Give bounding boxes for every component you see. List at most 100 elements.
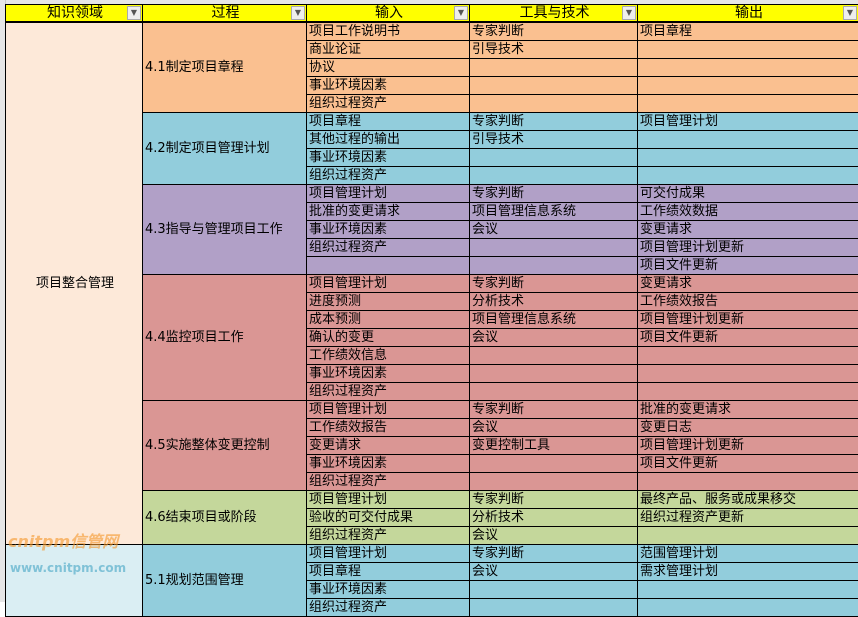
output-cell[interactable] bbox=[637, 472, 858, 491]
filter-dropdown-icon[interactable]: ▼ bbox=[622, 6, 636, 20]
output-cell[interactable] bbox=[637, 130, 858, 149]
input-cell[interactable]: 成本预测 bbox=[306, 310, 470, 329]
output-cell[interactable]: 项目文件更新 bbox=[637, 328, 858, 347]
input-cell[interactable]: 组织过程资产 bbox=[306, 382, 470, 401]
tool-cell[interactable] bbox=[469, 454, 638, 473]
tool-cell[interactable]: 专家判断 bbox=[469, 112, 638, 131]
process-cell[interactable]: 4.1制定项目章程 bbox=[142, 22, 307, 113]
tool-cell[interactable]: 会议 bbox=[469, 526, 638, 545]
output-cell[interactable]: 可交付成果 bbox=[637, 184, 858, 203]
output-cell[interactable]: 项目文件更新 bbox=[637, 256, 858, 275]
filter-dropdown-icon[interactable]: ▼ bbox=[454, 6, 468, 20]
output-cell[interactable]: 项目管理计划更新 bbox=[637, 310, 858, 329]
filter-dropdown-icon[interactable]: ▼ bbox=[843, 6, 857, 20]
input-cell[interactable]: 项目管理计划 bbox=[306, 400, 470, 419]
tool-cell[interactable]: 专家判断 bbox=[469, 490, 638, 509]
input-cell[interactable]: 事业环境因素 bbox=[306, 148, 470, 167]
tool-cell[interactable] bbox=[469, 580, 638, 599]
output-cell[interactable] bbox=[637, 76, 858, 95]
process-cell[interactable]: 4.3指导与管理项目工作 bbox=[142, 184, 307, 275]
output-cell[interactable]: 变更日志 bbox=[637, 418, 858, 437]
output-cell[interactable]: 最终产品、服务或成果移交 bbox=[637, 490, 858, 509]
input-cell[interactable]: 事业环境因素 bbox=[306, 220, 470, 239]
output-cell[interactable]: 变更请求 bbox=[637, 220, 858, 239]
input-cell[interactable]: 组织过程资产 bbox=[306, 598, 470, 617]
knowledge-area-cell[interactable] bbox=[5, 544, 143, 617]
output-cell[interactable] bbox=[637, 58, 858, 77]
input-cell[interactable]: 项目管理计划 bbox=[306, 490, 470, 509]
process-cell[interactable]: 4.4监控项目工作 bbox=[142, 274, 307, 401]
header-process[interactable]: 过程 ▼ bbox=[142, 4, 307, 22]
header-tools[interactable]: 工具与技术 ▼ bbox=[469, 4, 638, 22]
output-cell[interactable]: 组织过程资产更新 bbox=[637, 508, 858, 527]
output-cell[interactable] bbox=[637, 346, 858, 365]
knowledge-area-cell[interactable]: 项目整合管理 bbox=[5, 22, 143, 545]
input-cell[interactable]: 组织过程资产 bbox=[306, 166, 470, 185]
output-cell[interactable] bbox=[637, 382, 858, 401]
input-cell[interactable]: 工作绩效信息 bbox=[306, 346, 470, 365]
output-cell[interactable]: 批准的变更请求 bbox=[637, 400, 858, 419]
output-cell[interactable] bbox=[637, 526, 858, 545]
tool-cell[interactable]: 会议 bbox=[469, 220, 638, 239]
header-outputs[interactable]: 输出 ▼ bbox=[637, 4, 858, 22]
input-cell[interactable]: 确认的变更 bbox=[306, 328, 470, 347]
output-cell[interactable] bbox=[637, 580, 858, 599]
tool-cell[interactable]: 专家判断 bbox=[469, 544, 638, 563]
output-cell[interactable] bbox=[637, 148, 858, 167]
input-cell[interactable]: 事业环境因素 bbox=[306, 76, 470, 95]
output-cell[interactable]: 项目章程 bbox=[637, 22, 858, 41]
input-cell[interactable]: 组织过程资产 bbox=[306, 472, 470, 491]
tool-cell[interactable]: 变更控制工具 bbox=[469, 436, 638, 455]
input-cell[interactable]: 事业环境因素 bbox=[306, 454, 470, 473]
input-cell[interactable]: 项目管理计划 bbox=[306, 184, 470, 203]
input-cell[interactable]: 进度预测 bbox=[306, 292, 470, 311]
input-cell[interactable]: 变更请求 bbox=[306, 436, 470, 455]
input-cell[interactable]: 商业论证 bbox=[306, 40, 470, 59]
tool-cell[interactable]: 项目管理信息系统 bbox=[469, 310, 638, 329]
tool-cell[interactable]: 专家判断 bbox=[469, 400, 638, 419]
tool-cell[interactable]: 会议 bbox=[469, 418, 638, 437]
output-cell[interactable]: 范围管理计划 bbox=[637, 544, 858, 563]
tool-cell[interactable] bbox=[469, 166, 638, 185]
tool-cell[interactable] bbox=[469, 598, 638, 617]
tool-cell[interactable]: 引导技术 bbox=[469, 130, 638, 149]
filter-dropdown-icon[interactable]: ▼ bbox=[291, 6, 305, 20]
tool-cell[interactable] bbox=[469, 58, 638, 77]
tool-cell[interactable] bbox=[469, 472, 638, 491]
output-cell[interactable]: 需求管理计划 bbox=[637, 562, 858, 581]
output-cell[interactable]: 项目文件更新 bbox=[637, 454, 858, 473]
tool-cell[interactable] bbox=[469, 346, 638, 365]
tool-cell[interactable]: 会议 bbox=[469, 562, 638, 581]
output-cell[interactable]: 工作绩效报告 bbox=[637, 292, 858, 311]
tool-cell[interactable] bbox=[469, 256, 638, 275]
tool-cell[interactable]: 分析技术 bbox=[469, 508, 638, 527]
tool-cell[interactable]: 专家判断 bbox=[469, 274, 638, 293]
header-knowledge-area[interactable]: 知识领域 ▼ bbox=[5, 4, 143, 22]
tool-cell[interactable] bbox=[469, 238, 638, 257]
process-cell[interactable]: 4.6结束项目或阶段 bbox=[142, 490, 307, 545]
input-cell[interactable]: 组织过程资产 bbox=[306, 94, 470, 113]
input-cell[interactable]: 协议 bbox=[306, 58, 470, 77]
output-cell[interactable]: 工作绩效数据 bbox=[637, 202, 858, 221]
process-cell[interactable]: 4.5实施整体变更控制 bbox=[142, 400, 307, 491]
process-cell[interactable]: 5.1规划范围管理 bbox=[142, 544, 307, 617]
output-cell[interactable] bbox=[637, 166, 858, 185]
tool-cell[interactable] bbox=[469, 382, 638, 401]
tool-cell[interactable] bbox=[469, 148, 638, 167]
tool-cell[interactable]: 专家判断 bbox=[469, 184, 638, 203]
tool-cell[interactable] bbox=[469, 94, 638, 113]
input-cell[interactable]: 项目工作说明书 bbox=[306, 22, 470, 41]
output-cell[interactable]: 项目管理计划 bbox=[637, 112, 858, 131]
filter-dropdown-icon[interactable]: ▼ bbox=[127, 6, 141, 20]
output-cell[interactable] bbox=[637, 598, 858, 617]
input-cell[interactable]: 事业环境因素 bbox=[306, 580, 470, 599]
input-cell[interactable]: 组织过程资产 bbox=[306, 526, 470, 545]
input-cell[interactable]: 事业环境因素 bbox=[306, 364, 470, 383]
tool-cell[interactable] bbox=[469, 76, 638, 95]
output-cell[interactable]: 变更请求 bbox=[637, 274, 858, 293]
tool-cell[interactable]: 会议 bbox=[469, 328, 638, 347]
output-cell[interactable] bbox=[637, 364, 858, 383]
input-cell[interactable]: 项目管理计划 bbox=[306, 274, 470, 293]
tool-cell[interactable] bbox=[469, 364, 638, 383]
tool-cell[interactable]: 项目管理信息系统 bbox=[469, 202, 638, 221]
